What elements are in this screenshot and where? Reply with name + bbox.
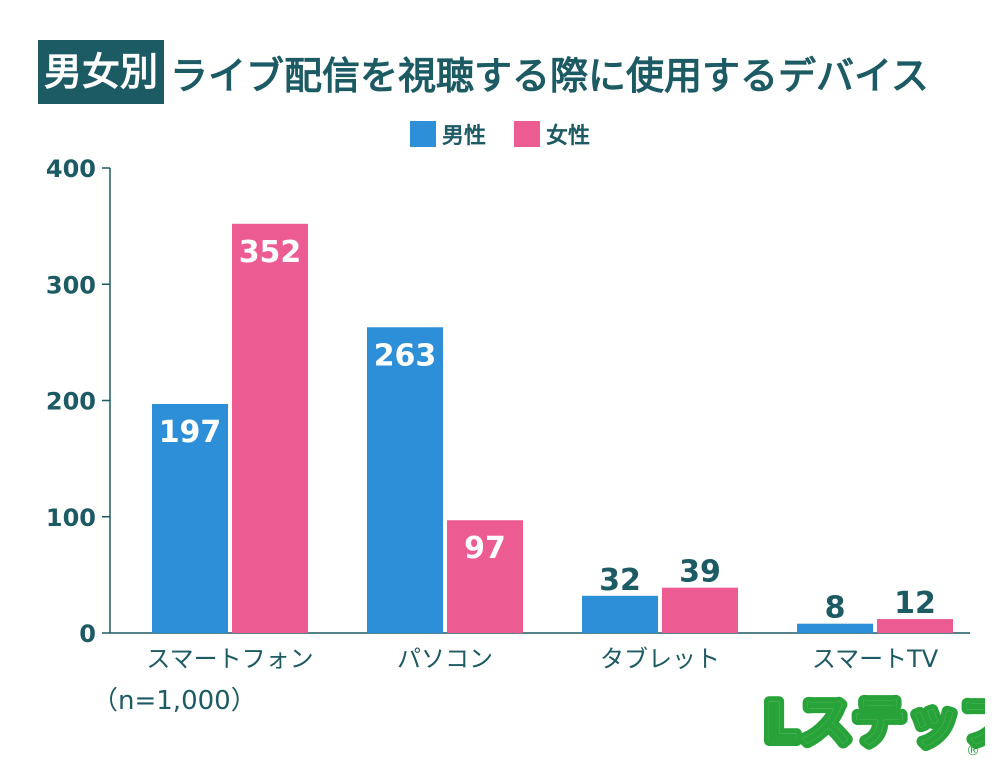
title-main: ライブ配信を視聴する際に使用するデバイス: [170, 53, 929, 98]
title-tag: 男女別: [38, 40, 165, 104]
bar-female: [877, 619, 953, 633]
logo-text-fill: Lステップ: [764, 691, 985, 754]
legend-label-male: 男性: [441, 124, 486, 149]
y-tick-label: 200: [46, 388, 96, 416]
legend-swatch-male: [409, 121, 436, 147]
logo-text: Lステップ: [764, 691, 985, 754]
data-label-female: 352: [239, 235, 302, 270]
data-label-female: 97: [464, 531, 506, 566]
bar-male: [582, 595, 658, 633]
bar-male: [797, 623, 873, 633]
data-label-female: 39: [679, 555, 721, 590]
y-tick-label: 300: [46, 271, 96, 299]
data-label-female: 12: [894, 586, 936, 621]
y-tick-label: 100: [46, 504, 96, 532]
logo-registered-mark: ®: [966, 743, 980, 758]
chart-title: 男女別 ライブ配信を視聴する際に使用するデバイス: [38, 40, 929, 104]
data-label-male: 197: [159, 415, 222, 450]
legend: 男性 女性: [0, 118, 1000, 150]
bar-female: [662, 587, 738, 633]
bar-male: [152, 403, 228, 633]
data-label-male: 8: [825, 591, 846, 626]
legend-item-male: 男性: [409, 118, 486, 150]
data-label-male: 263: [374, 338, 437, 373]
lstep-logo: Lステップ Lステップ ®: [760, 686, 985, 758]
bar-female: [447, 520, 523, 633]
x-category-label: タブレット: [600, 645, 720, 673]
y-tick-label: 400: [46, 155, 96, 183]
x-category-label: スマートフォン: [146, 645, 313, 673]
legend-label-female: 女性: [546, 124, 591, 149]
bar-female: [232, 223, 308, 634]
x-category-label: スマートTV: [812, 645, 939, 673]
x-category-label: パソコン: [397, 645, 493, 673]
data-label-male: 32: [599, 563, 641, 598]
bar-male: [367, 327, 443, 633]
legend-item-female: 女性: [514, 118, 590, 150]
legend-swatch-female: [514, 121, 540, 147]
y-tick-label: 0: [79, 620, 96, 648]
sample-size-note: （n=1,000）: [92, 686, 257, 716]
